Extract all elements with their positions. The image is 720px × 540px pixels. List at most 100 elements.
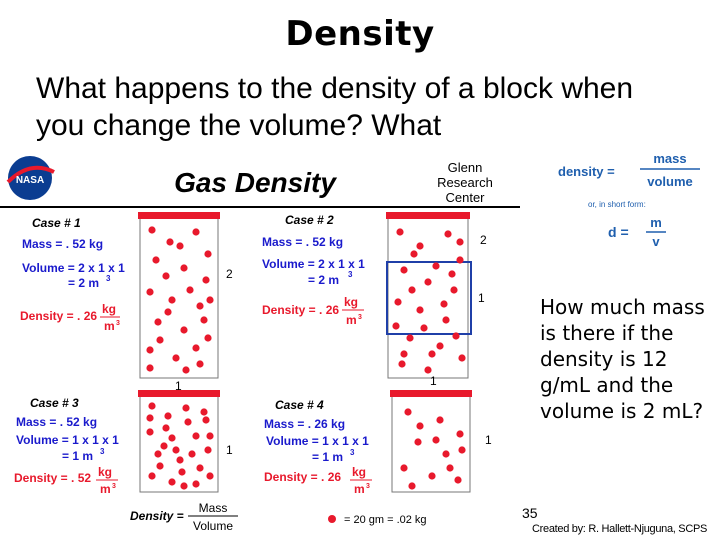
gas-particle [400,266,408,274]
gas-particle [456,238,464,246]
gas-particle [146,428,154,436]
gas-particle [168,478,176,486]
case3-volume: Volume = 1 x 1 x 1 [16,433,119,447]
case4-unit-den: m [354,482,365,496]
case4-volume-result: = 1 m [312,450,343,464]
formula-d-num: m [650,215,662,230]
gas-particle [204,334,212,342]
gas-particle [146,364,154,372]
case2-volume-exp: 3 [348,270,353,279]
gas-particle [146,288,154,296]
gas-particle [178,468,186,476]
gas-particle [166,238,174,246]
case4-dim-height: 1 [485,433,492,447]
gas-particle [432,436,440,444]
gas-particle [456,430,464,438]
case4-unit-num: kg [352,465,366,479]
gas-particle [206,296,214,304]
case2-unit-num: kg [344,295,358,309]
legend-text: = 20 gm = .02 kg [344,514,427,526]
question-text: What happens to the density of a block w… [36,72,634,142]
gas-particle [406,334,414,342]
gas-particle [200,408,208,416]
formula-num: mass [653,151,686,166]
gas-particle [428,350,436,358]
gas-particle [394,298,402,306]
gas-particle [206,472,214,480]
diagram-formula-num: Mass [199,501,228,515]
nasa-logo-text: NASA [16,175,44,186]
gas-particle [442,316,450,324]
gas-particle [192,432,200,440]
case1-volume-exp: 3 [106,274,111,283]
case3-dim-height: 1 [226,443,233,457]
gas-particle [420,324,428,332]
case2-density: Density = . 26 [262,303,339,317]
gas-particle [206,432,214,440]
gas-particle [154,318,162,326]
gas-particle [458,446,466,454]
gas-particle [436,342,444,350]
gas-particle [448,270,456,278]
gas-particle [180,326,188,334]
gas-particle [204,250,212,258]
case3-label: Case # 3 [30,396,79,410]
case2-dim-inner: 1 [478,291,485,305]
gas-particle [192,344,200,352]
center-line-3: Center [445,190,485,205]
center-line-1: Glenn [448,160,483,175]
case4-volume: Volume = 1 x 1 x 1 [266,434,369,448]
case1-unit-den: m [104,319,115,333]
formula-d-label: d = [608,224,629,240]
gas-particle [416,306,424,314]
center-line-2: Research [437,175,493,190]
gas-particle [408,286,416,294]
gas-particle [414,438,422,446]
case4-lid [390,390,472,397]
gas-particle [164,308,172,316]
gas-particle [192,228,200,236]
gas-particle [146,346,154,354]
gas-particle [436,416,444,424]
case1-dim-width: 1 [175,379,182,393]
credit-line: Created by: R. Hallett-Njuguna, SCPS [532,523,708,535]
case4-density: Density = . 26 [264,470,341,484]
case1-container [139,217,219,379]
gas-particle [154,450,162,458]
case3-density: Density = . 52 [14,471,91,485]
case2-mass: Mass = . 52 kg [262,235,343,249]
side-question: How much mass is there if the density is… [540,295,705,423]
case3-volume-result: = 1 m [62,449,93,463]
gas-particle [450,286,458,294]
gas-particle [196,360,204,368]
gas-particle [458,354,466,362]
case4-label: Case # 4 [275,398,324,412]
slide-number: 35 [522,505,538,521]
gas-particle [156,336,164,344]
gas-particle [446,464,454,472]
case3-unit-exp: 3 [112,483,116,490]
gas-particle [164,412,172,420]
case3-mass: Mass = . 52 kg [16,415,97,429]
gas-particle [452,332,460,340]
case2-dim-height: 2 [480,233,487,247]
case4-volume-exp: 3 [350,448,355,457]
gas-particle [186,286,194,294]
gas-particle [148,472,156,480]
gas-particle [442,450,450,458]
gas-particle [454,476,462,484]
gas-particle [196,464,204,472]
gas-particle [172,354,180,362]
case4-mass: Mass = . 26 kg [264,417,345,431]
diagram-formula-den: Volume [193,519,233,533]
case2-unit-exp: 3 [358,314,362,321]
case1-dim-height: 2 [226,267,233,281]
gas-particles [146,226,466,490]
gas-particle [444,230,452,238]
case2-volume-result: = 2 m [308,273,339,287]
gas-particle [424,366,432,374]
case2-highlight-box [386,261,472,335]
gas-particle [176,456,184,464]
gas-particle [440,300,448,308]
case1-lid [138,212,220,219]
